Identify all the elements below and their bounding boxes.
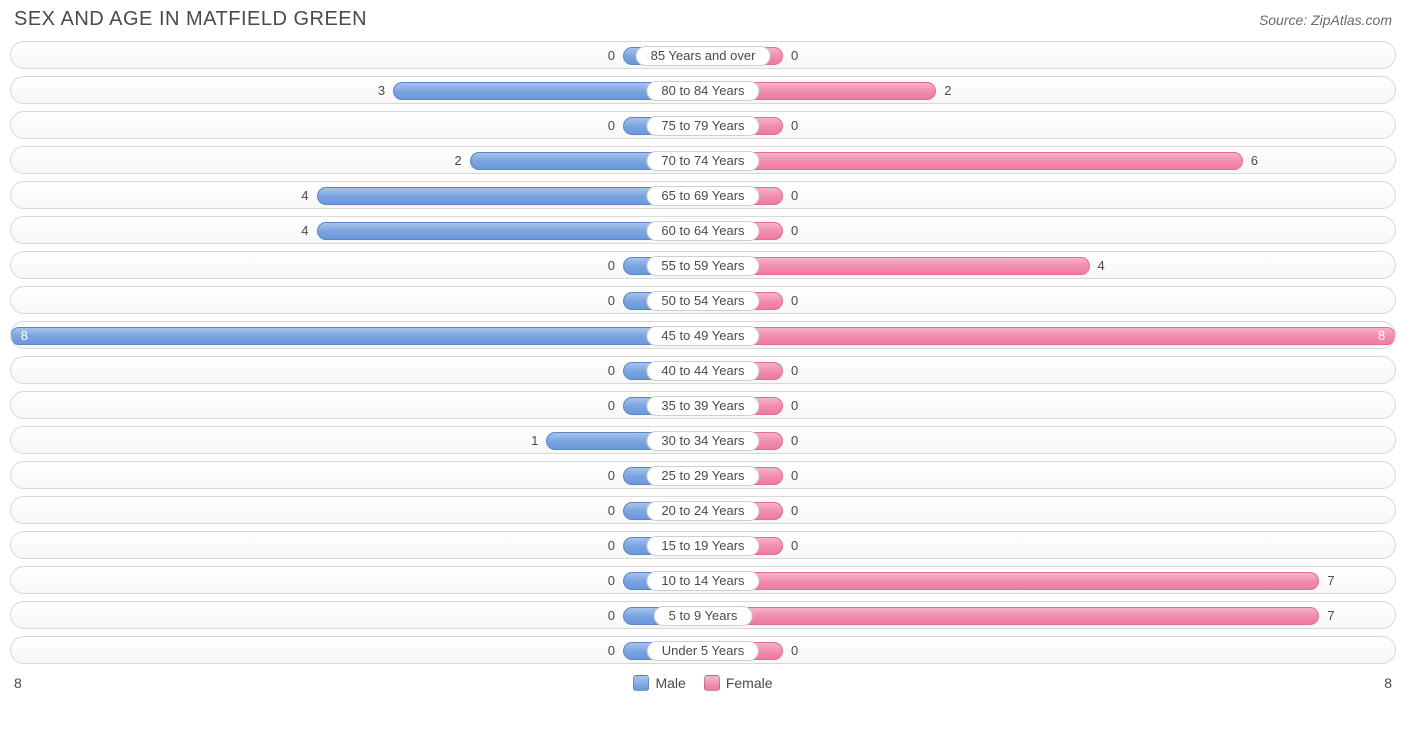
female-value: 0 <box>791 112 798 139</box>
age-category-label: 25 to 29 Years <box>646 466 759 486</box>
male-value: 0 <box>608 357 615 384</box>
male-bar <box>10 327 703 345</box>
female-value: 0 <box>791 532 798 559</box>
chart-source: Source: ZipAtlas.com <box>1259 12 1392 28</box>
age-category-label: 30 to 34 Years <box>646 431 759 451</box>
female-value: 0 <box>791 392 798 419</box>
age-category-label: 55 to 59 Years <box>646 256 759 276</box>
chart-row: 0 0 40 to 44 Years <box>10 356 1396 384</box>
age-category-label: 75 to 79 Years <box>646 116 759 136</box>
legend-female-label: Female <box>726 675 773 691</box>
male-value: 0 <box>608 497 615 524</box>
male-value: 2 <box>455 147 462 174</box>
female-bar <box>703 257 1090 275</box>
female-value: 0 <box>791 287 798 314</box>
male-value: 0 <box>608 532 615 559</box>
male-bar <box>317 222 704 240</box>
legend-female: Female <box>704 675 773 691</box>
age-category-label: 35 to 39 Years <box>646 396 759 416</box>
male-value: 0 <box>608 602 615 629</box>
population-pyramid-chart: 0085 Years and over3280 to 84 Years0075 … <box>0 35 1406 675</box>
age-category-label: 45 to 49 Years <box>646 326 759 346</box>
male-value: 0 <box>608 42 615 69</box>
female-value: 7 <box>1327 567 1334 594</box>
chart-row: 0 0 15 to 19 Years <box>10 531 1396 559</box>
female-bar <box>703 607 1319 625</box>
male-value: 0 <box>608 392 615 419</box>
chart-row: 0 7 10 to 14 Years <box>10 566 1396 594</box>
chart-row: 0 0 20 to 24 Years <box>10 496 1396 524</box>
female-value: 7 <box>1327 602 1334 629</box>
female-value: 0 <box>791 637 798 664</box>
female-bar <box>703 152 1243 170</box>
age-category-label: 15 to 19 Years <box>646 536 759 556</box>
female-value: 8 <box>1378 322 1385 349</box>
chart-footer: 8 Male Female 8 <box>0 675 1406 697</box>
legend-male-label: Male <box>655 675 685 691</box>
age-category-label: 10 to 14 Years <box>646 571 759 591</box>
female-value: 0 <box>791 42 798 69</box>
chart-row: 8 8 45 to 49 Years <box>10 321 1396 349</box>
female-value: 0 <box>791 357 798 384</box>
male-swatch-icon <box>633 675 649 691</box>
male-value: 0 <box>608 112 615 139</box>
male-value: 8 <box>21 322 28 349</box>
female-value: 0 <box>791 427 798 454</box>
female-value: 0 <box>791 182 798 209</box>
legend-male: Male <box>633 675 685 691</box>
chart-row: 0 0 75 to 79 Years <box>10 111 1396 139</box>
male-value: 0 <box>608 637 615 664</box>
male-value: 4 <box>301 217 308 244</box>
age-category-label: 50 to 54 Years <box>646 291 759 311</box>
male-value: 1 <box>531 427 538 454</box>
chart-row: 4 0 60 to 64 Years <box>10 216 1396 244</box>
age-category-label: 5 to 9 Years <box>654 606 753 626</box>
male-value: 0 <box>608 462 615 489</box>
age-category-label: 60 to 64 Years <box>646 221 759 241</box>
female-value: 0 <box>791 217 798 244</box>
chart-legend: Male Female <box>22 675 1384 691</box>
female-value: 4 <box>1098 252 1105 279</box>
male-bar <box>317 187 704 205</box>
age-category-label: 65 to 69 Years <box>646 186 759 206</box>
male-value: 0 <box>608 252 615 279</box>
chart-row: 2 6 70 to 74 Years <box>10 146 1396 174</box>
age-category-label: Under 5 Years <box>647 641 759 661</box>
chart-header: SEX AND AGE IN MATFIELD GREEN Source: Zi… <box>0 0 1406 35</box>
female-bar <box>703 327 1396 345</box>
chart-title: SEX AND AGE IN MATFIELD GREEN <box>14 8 367 31</box>
chart-row: 0 0 Under 5 Years <box>10 636 1396 664</box>
female-swatch-icon <box>704 675 720 691</box>
chart-row: 0 0 85 Years and over <box>10 41 1396 69</box>
female-value: 2 <box>944 77 951 104</box>
axis-max-left: 8 <box>14 675 22 691</box>
age-category-label: 85 Years and over <box>636 46 771 66</box>
chart-row: 0 7 5 to 9 Years <box>10 601 1396 629</box>
axis-max-right: 8 <box>1384 675 1392 691</box>
chart-row: 0 4 55 to 59 Years <box>10 251 1396 279</box>
female-value: 0 <box>791 462 798 489</box>
chart-row: 1 0 30 to 34 Years <box>10 426 1396 454</box>
chart-row: 3 2 80 to 84 Years <box>10 76 1396 104</box>
chart-row: 4 0 65 to 69 Years <box>10 181 1396 209</box>
female-value: 0 <box>791 497 798 524</box>
age-category-label: 80 to 84 Years <box>646 81 759 101</box>
age-category-label: 20 to 24 Years <box>646 501 759 521</box>
chart-row: 0 0 25 to 29 Years <box>10 461 1396 489</box>
chart-row: 0 0 50 to 54 Years <box>10 286 1396 314</box>
male-value: 4 <box>301 182 308 209</box>
male-value: 3 <box>378 77 385 104</box>
female-bar <box>703 572 1319 590</box>
chart-row: 0 0 35 to 39 Years <box>10 391 1396 419</box>
male-value: 0 <box>608 287 615 314</box>
female-value: 6 <box>1251 147 1258 174</box>
age-category-label: 70 to 74 Years <box>646 151 759 171</box>
male-value: 0 <box>608 567 615 594</box>
age-category-label: 40 to 44 Years <box>646 361 759 381</box>
